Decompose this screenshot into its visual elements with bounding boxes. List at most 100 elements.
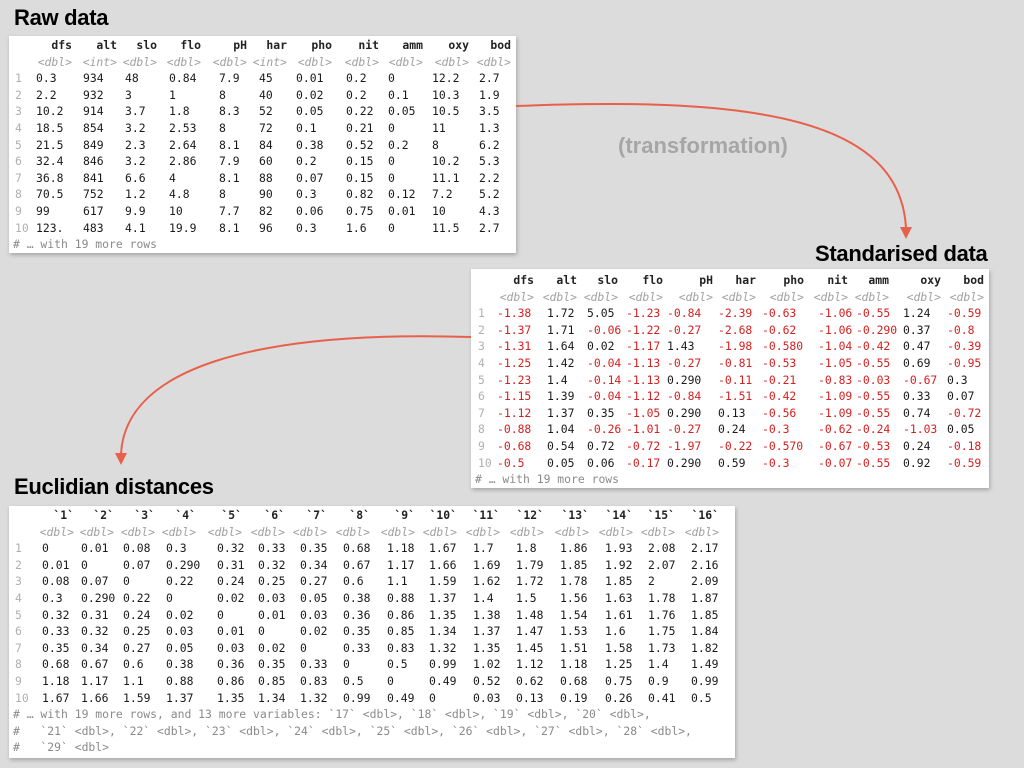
table-cell: 483: [83, 220, 104, 235]
table-cell: 0.25: [258, 574, 286, 589]
row-index: 1: [15, 541, 22, 556]
table-cell: 2: [648, 574, 655, 589]
column-header: pH: [699, 273, 713, 287]
table-row: 7 0.35 0.34 0.27 0.05 0.03 0.02 0 0.33 0.83 1.32 1.…: [9, 640, 718, 657]
table-cell: -0.95: [947, 355, 982, 370]
table-cell: 1.85: [691, 607, 719, 622]
table-cell: -0.56: [762, 405, 797, 420]
table-cell: -0.59: [947, 455, 982, 470]
table-cell: 0.21: [346, 120, 374, 135]
table-cell: -1.06: [818, 306, 853, 321]
column-type: <int>: [252, 54, 287, 69]
table-cell: 96: [259, 220, 273, 235]
table-cell: 1.42: [547, 355, 575, 370]
transformation-arrowhead: [900, 227, 912, 239]
table-cell: -0.42: [762, 389, 797, 404]
column-type: <dbl>: [212, 54, 247, 69]
table-cell: 1.35: [473, 640, 501, 655]
table-cell: -0.55: [856, 389, 891, 404]
row-index: 2: [15, 87, 22, 102]
table-cell: 617: [83, 203, 104, 218]
table-cell: 90: [259, 187, 273, 202]
table-row: 8 -0.88 1.04 -0.26 -1.01 -0.27 0.24 -0.3 -0.62 -0…: [471, 421, 974, 438]
table-row: 3 -1.31 1.64 0.02 -1.17 1.43 -1.98 -0.580 -1.04-…: [471, 338, 981, 355]
table-cell: 0.92: [903, 455, 931, 470]
table-row: 9 -0.68 0.54 0.72 -0.72 -1.97 -0.22 -0.570 -0.67…: [471, 438, 981, 455]
table-cell: 0.34: [81, 640, 109, 655]
table-cell: 1.72: [516, 574, 544, 589]
column-header: `13`: [561, 508, 589, 522]
table-cell: 1.76: [648, 607, 676, 622]
table-row: 2 2.2 932 3 1 8 40 0.02 0.2 0.1 10.3 1.9: [9, 87, 500, 104]
table-cell: 0.31: [217, 557, 245, 572]
table-cell: 0.02: [258, 640, 286, 655]
table-cell: 88: [259, 170, 273, 185]
table-cell: 1.82: [691, 640, 719, 655]
table-cell: 1.84: [691, 624, 719, 639]
table-cell: 1.7: [473, 541, 494, 556]
transformation-arrow: [515, 102, 907, 229]
table-cell: 0.02: [300, 624, 328, 639]
table-cell: 0.3: [947, 372, 968, 387]
table-cell: 0.74: [903, 405, 931, 420]
header-row: dfs alt slo flo pH har pho nit amm oxy bod: [471, 272, 984, 289]
table-row: 3 10.2 914 3.7 1.8 8.3 52 0.05 0.22 0.05 10.5 3.5: [9, 103, 500, 120]
table-cell: 48: [125, 71, 139, 86]
table-cell: -0.55: [856, 455, 891, 470]
table-cell: 0.5: [691, 690, 712, 705]
table-cell: 0.05: [947, 422, 975, 437]
table-cell: 0.99: [343, 690, 371, 705]
table-cell: 0.33: [343, 640, 371, 655]
euclidian-distances-heading: Euclidian distances: [14, 474, 214, 499]
table-cell: 3.5: [479, 104, 500, 119]
row-index: 8: [478, 422, 485, 437]
table-cell: 0.85: [258, 673, 286, 688]
table-cell: 0.52: [473, 673, 501, 688]
raw-data-heading: Raw data: [14, 5, 109, 30]
table-cell: 0.3: [36, 71, 57, 86]
table-cell: -0.59: [947, 306, 982, 321]
column-type: <dbl>: [166, 54, 201, 69]
table-cell: 1.64: [547, 339, 575, 354]
table-cell: 4.1: [125, 220, 146, 235]
table-cell: -1.12: [497, 405, 532, 420]
column-header: nit: [358, 38, 379, 52]
column-type: <dbl>: [344, 54, 379, 69]
column-header: amm: [868, 273, 889, 287]
table-cell: -1.23: [497, 372, 532, 387]
table-cell: -0.53: [856, 438, 891, 453]
table-cell: 1.78: [560, 574, 588, 589]
table-cell: 1.4: [648, 657, 669, 672]
column-type: <dbl>: [380, 524, 415, 539]
table-cell: 0.3: [166, 541, 187, 556]
table-cell: 2.17: [691, 541, 719, 556]
table-cell: 0.85: [387, 624, 415, 639]
table-cell: 2.3: [125, 137, 146, 152]
table-cell: -1.06: [818, 322, 853, 337]
column-type: <dbl>: [422, 524, 457, 539]
table-cell: 1.37: [547, 405, 575, 420]
row-index: 3: [478, 339, 485, 354]
raw-data-table: dfs alt slo flo pH har pho nit amm oxy bod <dbl> <in…: [9, 36, 516, 253]
table-cell: -0.55: [856, 355, 891, 370]
type-row: <dbl> <dbl> <dbl> <dbl> <dbl> <dbl> <dbl> <dbl>…: [9, 524, 719, 541]
table-cell: 3.2: [125, 154, 146, 169]
table-cell: 1.66: [429, 557, 457, 572]
table-cell: 1.85: [605, 574, 633, 589]
column-header: bod: [490, 38, 511, 52]
table-cell: 8: [219, 120, 226, 135]
table-cell: -0.81: [718, 355, 753, 370]
table-cell: 2.7: [479, 220, 500, 235]
distance-arrowhead: [115, 453, 127, 465]
table-cell: 0.99: [691, 673, 719, 688]
table-cell: 1.47: [516, 624, 544, 639]
table-cell: -1.05: [818, 355, 853, 370]
table-cell: 0.22: [123, 590, 151, 605]
table-cell: -1.04: [818, 339, 853, 354]
table-cell: 1.67: [42, 690, 70, 705]
table-cell: 0.07: [123, 557, 151, 572]
table-cell: 0.32: [81, 624, 109, 639]
table-cell: 1.54: [560, 607, 588, 622]
table-cell: 7.9: [219, 71, 240, 86]
table-cell: 1.2: [125, 187, 146, 202]
